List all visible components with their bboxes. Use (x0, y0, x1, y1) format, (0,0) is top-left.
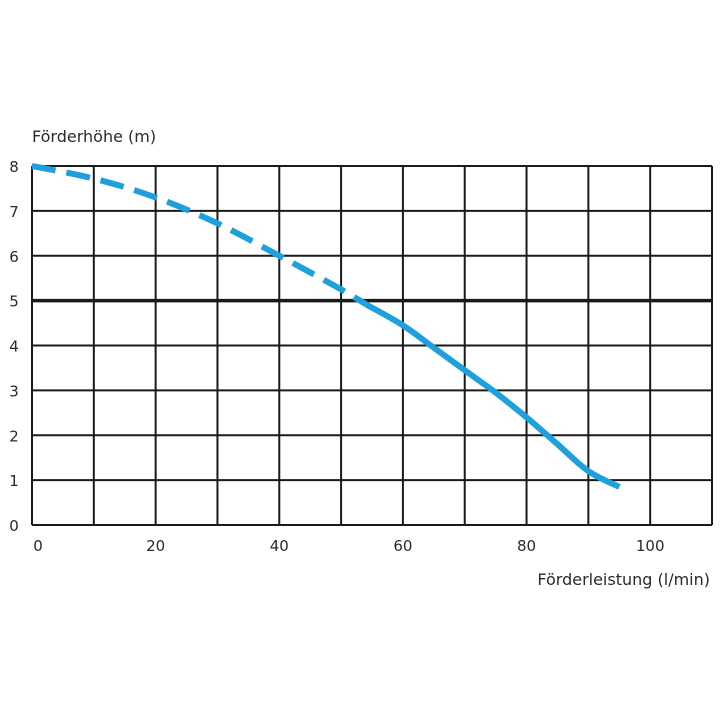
y-tick-label: 8 (9, 158, 19, 176)
y-tick-label: 2 (9, 427, 19, 445)
x-tick-label: 100 (636, 537, 665, 555)
x-tick-label: 60 (393, 537, 412, 555)
y-tick-label: 6 (9, 248, 19, 266)
x-tick-label: 0 (33, 537, 43, 555)
y-tick-label: 1 (9, 472, 19, 490)
y-axis-title: Förderhöhe (m) (32, 127, 156, 146)
x-axis-title: Förderleistung (l/min) (537, 570, 710, 589)
series-line-dashed (31, 163, 368, 307)
y-tick-label: 5 (9, 293, 19, 311)
x-tick-label: 20 (146, 537, 165, 555)
grid (31, 165, 713, 526)
y-tick-label: 7 (9, 203, 19, 221)
x-tick-label: 40 (270, 537, 289, 555)
series-group (31, 163, 621, 490)
y-tick-label: 4 (9, 338, 19, 356)
y-tick-label: 0 (9, 517, 19, 535)
y-tick-label: 3 (9, 382, 19, 400)
x-tick-label: 80 (517, 537, 536, 555)
series-line-solid (364, 301, 621, 490)
y-tick-labels: 0 1 2 3 4 5 6 7 8 (9, 158, 19, 535)
x-tick-labels: 0 20 40 60 80 100 (33, 537, 664, 555)
